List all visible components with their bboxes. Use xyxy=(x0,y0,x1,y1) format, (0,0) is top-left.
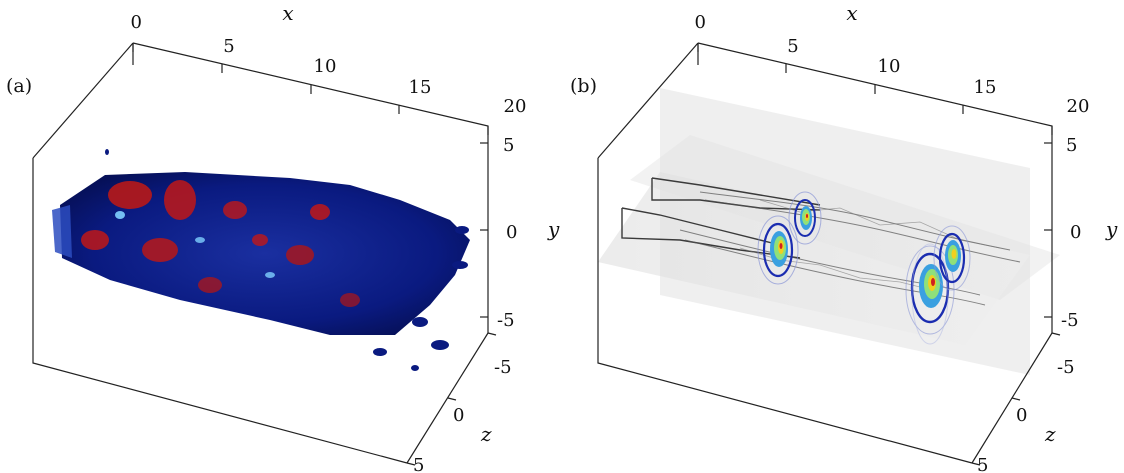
panel-b-y-tick: -5 xyxy=(1061,310,1079,331)
panel-b-slices xyxy=(598,88,1060,375)
panel-a-x-ticks: 0 5 10 15 20 x xyxy=(131,1,527,135)
panel-a-x-tick: 5 xyxy=(223,36,234,57)
panel-a-x-tick: 15 xyxy=(409,77,432,98)
panel-b-x-ticks: 0 5 10 15 20 x xyxy=(695,1,1090,135)
panel-a-x-tick: 10 xyxy=(314,56,337,77)
panel-b-contours xyxy=(757,191,971,345)
panel-b-y-ticks: 5 0 -5 y xyxy=(1044,135,1118,331)
panel-b-y-label: y xyxy=(1105,217,1118,241)
panel-b-label: (b) xyxy=(570,75,597,97)
panel-a-x-label: x xyxy=(282,1,293,25)
panel-b-z-tick: 5 xyxy=(977,455,988,473)
panel-b-x-tick: 20 xyxy=(1067,96,1090,117)
panel-a-z-tick: -5 xyxy=(494,357,512,378)
panel-a-y-tick: -5 xyxy=(497,310,515,331)
panel-b-x-label: x xyxy=(846,1,857,25)
panel-b-z-tick: -5 xyxy=(1057,357,1075,378)
panel-b-x-tick: 0 xyxy=(695,12,706,33)
panel-a-z-label: z xyxy=(480,422,492,446)
panel-a-x-tick: 20 xyxy=(504,96,527,117)
panel-b-z-label: z xyxy=(1044,422,1056,446)
panel-a-isosurfaces xyxy=(52,149,470,371)
panel-a: (a) xyxy=(6,1,560,473)
panel-a-y-ticks: 5 0 -5 y xyxy=(480,135,560,331)
panel-b-x-tick: 5 xyxy=(787,36,798,57)
panel-a-x-tick: 0 xyxy=(131,12,142,33)
panel-a-z-tick: 5 xyxy=(413,455,424,473)
panel-b-y-tick: 0 xyxy=(1070,222,1081,243)
panel-a-y-label: y xyxy=(547,217,560,241)
panel-a-y-tick: 5 xyxy=(503,135,514,156)
panel-a-z-ticks: -5 0 5 z xyxy=(406,332,512,473)
panel-a-z-tick: 0 xyxy=(453,405,464,426)
panel-b-y-tick: 5 xyxy=(1066,135,1077,156)
panel-b-z-ticks: -5 0 5 z xyxy=(971,332,1075,473)
panel-b-x-tick: 10 xyxy=(878,56,901,77)
panel-b: (b) xyxy=(570,1,1118,473)
panel-b-z-tick: 0 xyxy=(1016,405,1027,426)
panel-b-x-tick: 15 xyxy=(974,77,997,98)
panel-a-y-tick: 0 xyxy=(506,222,517,243)
panel-a-label: (a) xyxy=(6,75,32,97)
